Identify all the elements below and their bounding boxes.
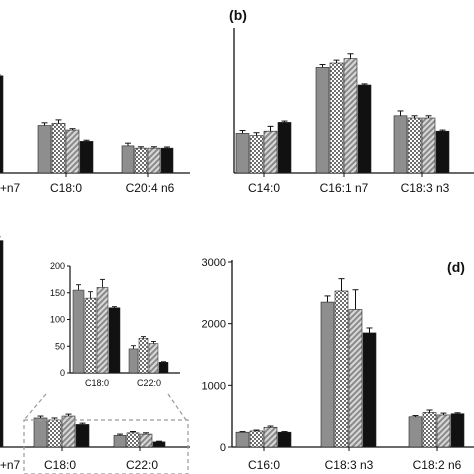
inset-y-tick-label: 50: [55, 341, 65, 351]
bar: [329, 62, 344, 174]
y-tick-label: 0: [220, 442, 226, 454]
bar: [277, 431, 292, 448]
inset-bar: [128, 348, 139, 374]
bar: [147, 147, 161, 174]
panel-c-label-fragment: ): [0, 259, 1, 275]
bar: [37, 125, 52, 174]
x-tick-label: C16:1 n7: [320, 181, 369, 195]
bar: [33, 417, 48, 448]
bar: [0, 240, 4, 448]
inset-bar: [148, 343, 159, 374]
bar: [134, 147, 148, 174]
inset-bar: [138, 337, 149, 374]
panel-d-label: (d): [447, 259, 465, 275]
x-tick-label: C16:0: [248, 458, 280, 472]
bar: [51, 122, 66, 174]
inset-bar: [72, 289, 85, 374]
x-tick-label: C18:0: [50, 181, 82, 195]
x-tick-label: C14:0: [248, 181, 280, 195]
zoom-line-right: [167, 393, 187, 421]
panel-c: +n7 C18:0 C22:0: [0, 236, 190, 472]
panel-b: C14:0 C16:1 n7 C18:3 n3: [233, 28, 474, 195]
bar: [113, 435, 127, 448]
panel-a: +n7 C18:0 C20:4 n6: [0, 74, 190, 195]
bar: [334, 290, 349, 448]
y-tick-label: 2000: [202, 319, 226, 331]
bar: [75, 424, 90, 448]
bar: [343, 58, 358, 174]
zoom-box: [23, 419, 189, 474]
bar: [79, 141, 94, 174]
bar: [126, 432, 140, 448]
bar: [152, 441, 166, 448]
x-tick-label: C18:3 n3: [325, 458, 374, 472]
inset-bar: [108, 307, 121, 374]
bar: [348, 309, 363, 448]
bar: [436, 414, 451, 448]
bar: [450, 413, 465, 448]
inset-y-tick-label: 200: [50, 261, 65, 271]
bar: [263, 426, 278, 448]
x-tick-label: +n7: [0, 181, 21, 195]
inset-x-tick-label: C22:0: [137, 378, 161, 388]
panels-layer: +n7 C18:0 C20:4 n6 C14:0 C16:1 n7 C18:3 n3 +n7…: [0, 28, 474, 474]
inset-bar: [96, 287, 109, 374]
zoom-line-left: [23, 393, 47, 421]
bar: [277, 122, 292, 174]
bar: [320, 301, 335, 448]
bar: [121, 145, 135, 174]
inset-x-tick-label: C18:0: [85, 378, 109, 388]
x-tick-label: C18:2 n6: [413, 458, 462, 472]
x-tick-label: C18:3 n3: [401, 181, 450, 195]
bar: [235, 133, 250, 174]
bar: [160, 147, 174, 174]
bar: [435, 130, 450, 174]
bar: [139, 433, 153, 448]
bar: [408, 416, 423, 448]
inset-y-tick-label: 100: [50, 315, 65, 325]
bar: [249, 430, 264, 448]
bar: [65, 129, 80, 174]
x-tick-label: C20:4 n6: [126, 181, 175, 195]
bar: [47, 419, 62, 448]
bar: [357, 84, 372, 174]
x-tick-label: +n7: [0, 458, 21, 472]
bar: [235, 431, 250, 448]
x-tick-label: C18:0: [44, 458, 76, 472]
y-tick-label: 3000: [202, 257, 226, 269]
bar: [422, 412, 437, 448]
bar: [393, 115, 408, 174]
panel-d: C16:0 C18:3 n3 C18:2 n6 0 1000 2000 3000: [202, 257, 474, 472]
inset-bar: [84, 297, 97, 374]
bar: [407, 117, 422, 174]
bar: [249, 135, 264, 174]
bar: [263, 130, 278, 174]
bar: [362, 332, 377, 448]
bar: [315, 67, 330, 174]
inset-y-tick-label: 0: [60, 368, 65, 378]
y-tick-label: 1000: [202, 380, 226, 392]
bar: [421, 117, 436, 174]
panel-b-label: (b): [229, 7, 247, 23]
bar: [0, 75, 4, 174]
inset-y-tick-label: 150: [50, 288, 65, 298]
bar: [61, 415, 76, 448]
inset-bar: [158, 362, 169, 374]
inset-chart: 0 50 100 150 200 C18:0 C22:0: [50, 261, 180, 388]
x-tick-label: C22:0: [126, 458, 158, 472]
